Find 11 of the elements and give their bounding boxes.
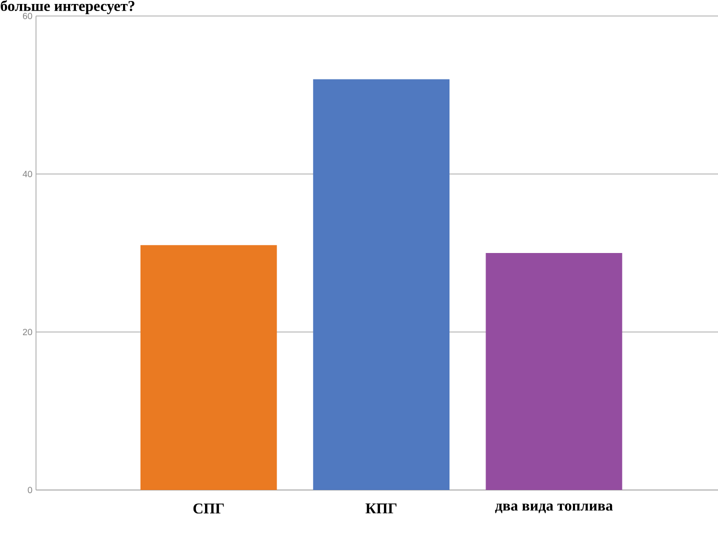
y-tick-label: 20 xyxy=(22,328,32,336)
x-tick-label: два вида топлива xyxy=(495,504,613,514)
bar xyxy=(486,253,622,490)
bar xyxy=(140,245,277,490)
y-tick-label: 40 xyxy=(22,170,32,178)
x-tick-label: КПГ xyxy=(366,504,396,514)
chart-title: больше интересует? xyxy=(0,0,134,14)
x-tick-label: СПГ xyxy=(193,504,224,514)
y-tick-label: 0 xyxy=(28,486,32,494)
bar xyxy=(313,79,450,490)
y-tick-label: 60 xyxy=(22,12,32,20)
